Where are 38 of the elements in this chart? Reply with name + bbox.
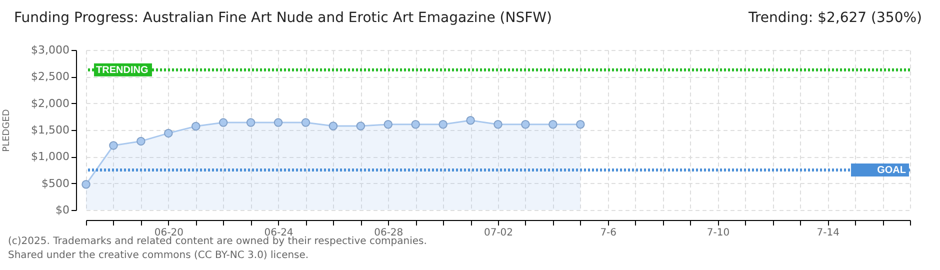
y-tick-label: $0: [56, 204, 70, 216]
point: [164, 128, 173, 138]
ref-line-label: TRENDING: [96, 64, 148, 76]
point: [82, 180, 90, 189]
y-tick-label: $500: [42, 176, 70, 190]
point: [576, 120, 585, 129]
ref-line-label: GOAL: [877, 165, 906, 176]
chart-subtitle: Trending: $2,627 (350%): [748, 10, 922, 26]
text: (c)2025. Trademarks and related content are owned by their respective companies.: [8, 236, 427, 247]
y-tick-label: $1,000: [31, 150, 70, 164]
point: [328, 122, 338, 130]
point: [411, 120, 420, 129]
y-tick-label: $2,000: [31, 96, 70, 110]
y-tick-label: $1,500: [31, 124, 70, 136]
point: [218, 118, 228, 127]
point: [548, 120, 558, 129]
point: [246, 118, 256, 127]
y-axis-title: PLEDGED: [2, 109, 12, 152]
point: [191, 122, 200, 131]
text: Shared under the creative commons (CC BY-NC 3.0) license.: [8, 250, 309, 261]
point: [109, 141, 118, 150]
x-tick-label: 07-02: [484, 228, 514, 238]
point: [274, 118, 283, 127]
point: [521, 120, 530, 129]
x-tick-label: 7-10: [706, 228, 730, 238]
x-tick-label: 7-6: [600, 228, 617, 238]
y-tick-label: $3,000: [31, 44, 70, 56]
point: [438, 120, 448, 129]
point: [356, 122, 366, 130]
point: [466, 116, 475, 125]
point: [494, 120, 502, 129]
chart-title: Funding Progress: Australian Fine Art Nude and Erotic Art Emagazine (NSFW): [14, 10, 552, 26]
y-tick-label: $2,500: [31, 70, 70, 84]
point: [301, 118, 310, 127]
x-tick-label: 06-28: [374, 228, 404, 238]
point: [384, 120, 393, 129]
point: [136, 136, 146, 146]
x-tick-label: 7-14: [816, 228, 840, 238]
